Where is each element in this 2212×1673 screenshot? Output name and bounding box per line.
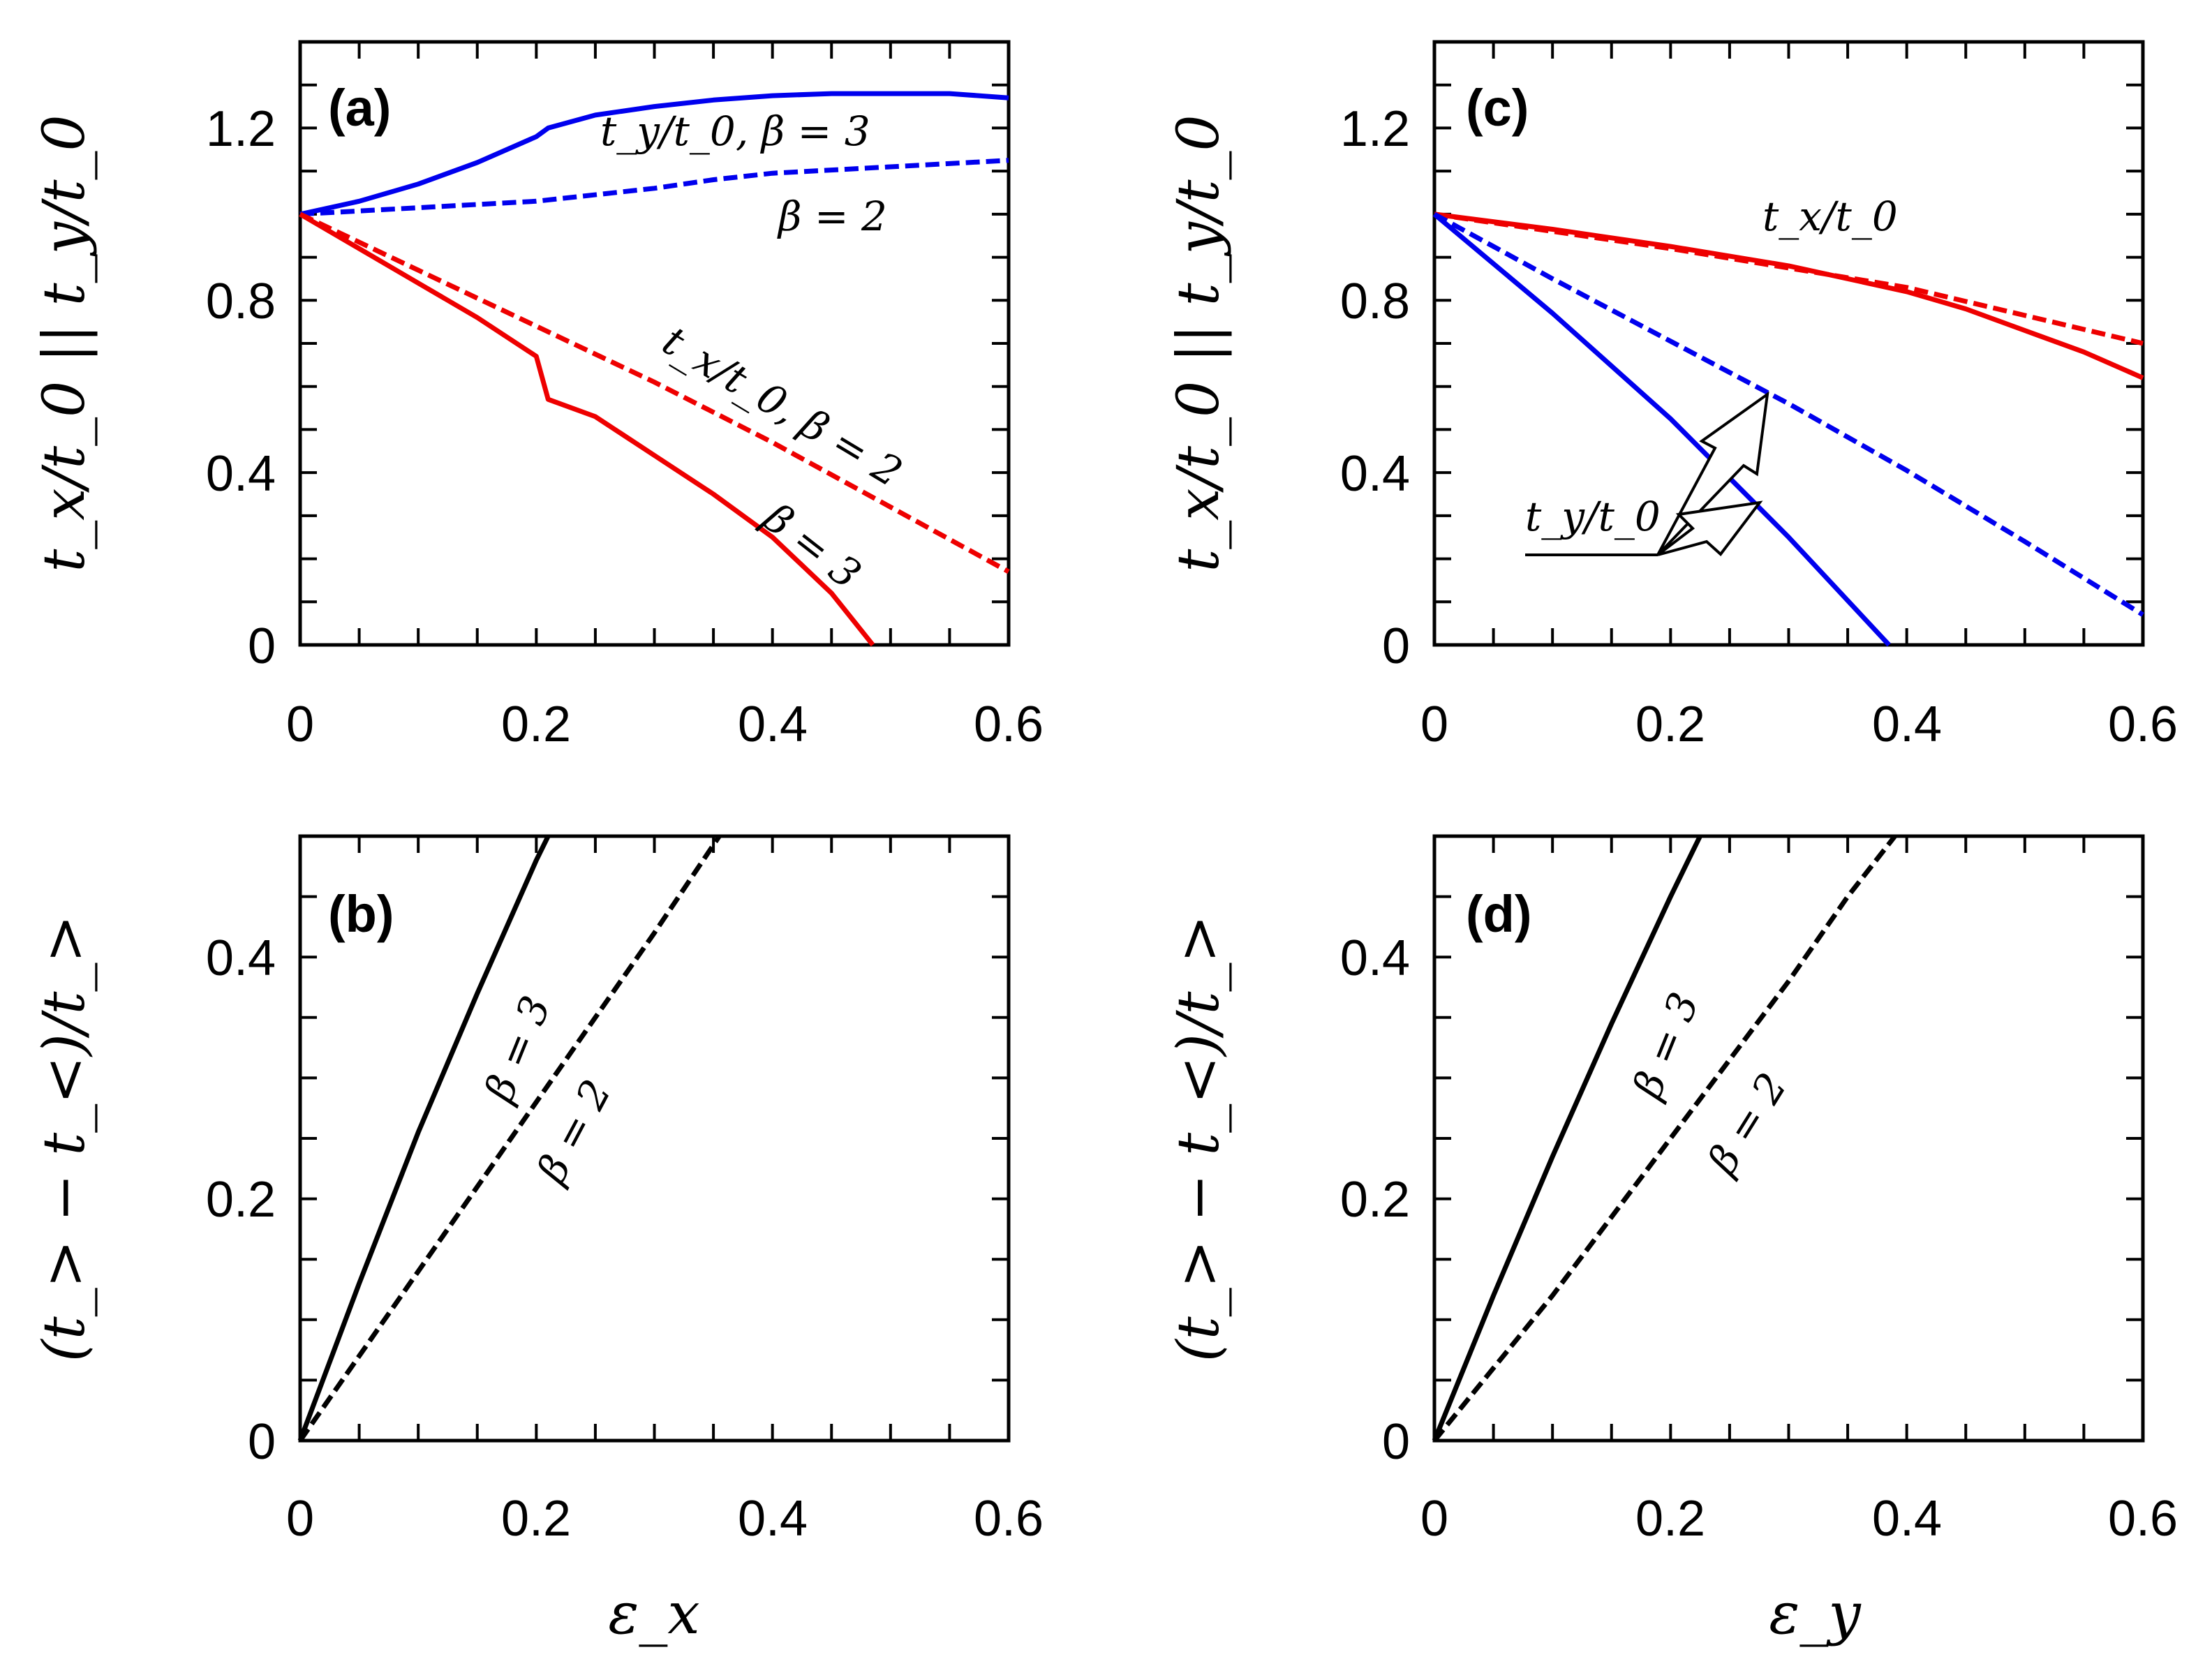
series-line-d-1	[1432, 834, 1897, 1443]
panel-c-annot-tx: t_x/t_0	[1762, 193, 1898, 240]
panel-b-frame	[298, 834, 1011, 1443]
panel-b-ytick-1: 0.2	[206, 1172, 276, 1228]
series-line-c-0	[1434, 211, 2144, 380]
panel-a-xtick-1: 0.2	[501, 697, 571, 752]
series-line-c-3	[1433, 211, 2144, 617]
panel-b-ylabel: (t_> − t_<)/t_>	[31, 915, 98, 1362]
panel-d-tag: (d)	[1466, 885, 1532, 943]
series-line-a-3	[299, 211, 875, 647]
series-line-c-2	[1432, 212, 1891, 647]
panel-a-series	[299, 91, 1010, 647]
panel-a: (a) 0 0.4 0.8 1.2 0 0.2 0.4 0.6 t_x/t_0 …	[31, 40, 1044, 752]
panel-b-annot-b2: β = 2	[527, 1072, 621, 1191]
panel-b-ytick-2: 0.4	[206, 930, 276, 986]
series-line-c-1	[1434, 211, 2144, 346]
panel-b: (b) 0 0.2 0.4 0 0.2 0.4 0.6 (t_> − t_<)/…	[31, 834, 1044, 1647]
panel-b-tag: (b)	[328, 885, 394, 943]
panel-b-xtick-1: 0.2	[501, 1491, 571, 1547]
series-line-b-0	[297, 835, 551, 1442]
series-line-a-0	[299, 91, 1009, 217]
panel-d-ytick-0: 0	[1382, 1414, 1410, 1470]
panel-d-xtick-0: 0	[1420, 1491, 1448, 1547]
panel-c-ticks	[1433, 40, 2144, 646]
panel-d-ylabel: (t_> − t_<)/t_>	[1166, 915, 1232, 1362]
panel-c-arrow-lower	[1656, 500, 1763, 556]
panel-b-annot-b3: β = 3	[475, 989, 560, 1109]
panel-c-ytick-0: 0	[1382, 618, 1410, 674]
panel-d-annot-b3: β = 3	[1623, 986, 1708, 1106]
panel-c-ytick-1: 0.4	[1340, 446, 1410, 502]
panel-a-ytick-0: 0	[248, 618, 276, 674]
panel-a-ylabel: t_x/t_0 || t_y/t_0	[31, 114, 98, 572]
panel-d-ticks	[1433, 835, 2144, 1442]
panel-d: (d) 0 0.2 0.4 0 0.2 0.4 0.6 (t_> − t_<)/…	[1166, 834, 2178, 1647]
panel-a-ytick-3: 1.2	[206, 101, 276, 157]
series-line-a-1	[299, 158, 1009, 217]
panel-c-xtick-0: 0	[1420, 697, 1448, 752]
panel-a-xtick-0: 0	[286, 697, 314, 752]
panel-a-annot-tx-b3: β = 3	[754, 493, 870, 598]
panel-c-xtick-2: 0.4	[1872, 697, 1942, 752]
panel-c-tag: (c)	[1466, 79, 1529, 137]
series-line-a-2	[299, 211, 1010, 574]
panel-c-ytick-3: 1.2	[1340, 101, 1410, 157]
panel-a-annot-ty-b2: β = 2	[777, 193, 887, 240]
panel-b-xtick-2: 0.4	[738, 1491, 808, 1547]
panel-d-frame	[1432, 834, 2145, 1443]
panel-d-ytick-1: 0.2	[1340, 1172, 1410, 1228]
panel-c-annot-ty: t_y/t_0	[1525, 493, 1661, 540]
panel-c-ylabel: t_x/t_0 || t_y/t_0	[1166, 114, 1232, 572]
panel-c-xtick-3: 0.6	[2108, 697, 2178, 752]
panel-c-series	[1432, 211, 2144, 647]
series-line-d-0	[1432, 835, 1702, 1442]
panel-c-callout: t_y/t_0	[1525, 391, 1769, 556]
panel-a-ytick-2: 0.8	[206, 274, 276, 329]
panel-b-ticks	[299, 835, 1010, 1442]
panel-b-series	[297, 835, 722, 1443]
panel-d-ytick-2: 0.4	[1340, 930, 1410, 986]
panel-a-annot-ty-b3: t_y/t_0, β = 3	[600, 107, 870, 155]
panel-d-xtick-2: 0.4	[1872, 1491, 1942, 1547]
panel-b-xlabel: ε_x	[608, 1581, 699, 1647]
panel-d-xtick-3: 0.6	[2108, 1491, 2178, 1547]
panel-d-xlabel: ε_y	[1769, 1581, 1862, 1647]
panel-b-xtick-3: 0.6	[974, 1491, 1044, 1547]
panel-a-xtick-2: 0.4	[738, 697, 808, 752]
panel-a-tag: (a)	[328, 79, 391, 137]
panel-b-ytick-0: 0	[248, 1414, 276, 1470]
panel-a-xtick-3: 0.6	[974, 697, 1044, 752]
panel-a-ticks	[299, 40, 1010, 646]
panel-c: (c) 0 0.4 0.8 1.2 0 0.2 0.4 0.6 t_x/t_0 …	[1166, 40, 2178, 752]
panel-d-series	[1432, 834, 1897, 1443]
panel-d-xtick-1: 0.2	[1635, 1491, 1705, 1547]
panel-a-ytick-1: 0.4	[206, 446, 276, 502]
panel-c-xtick-1: 0.2	[1635, 697, 1705, 752]
panel-a-annot-tx-b2: t_x/t_0, β = 2	[655, 317, 910, 496]
panel-c-ytick-2: 0.8	[1340, 274, 1410, 329]
panel-b-xtick-0: 0	[286, 1491, 314, 1547]
